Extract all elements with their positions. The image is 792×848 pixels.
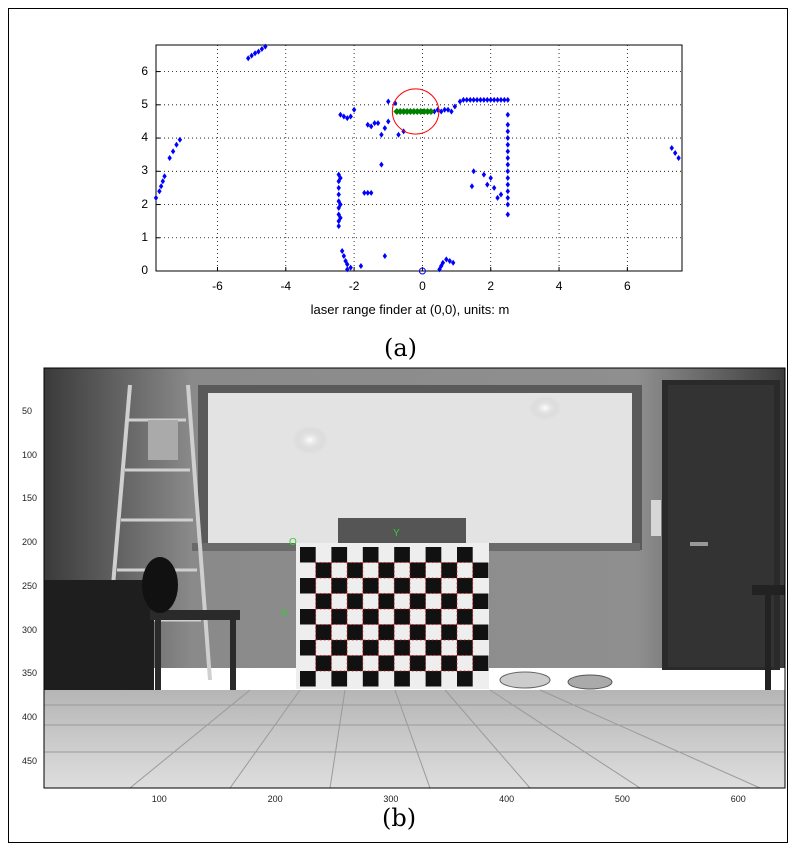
checker-square xyxy=(363,671,379,687)
checker-square xyxy=(441,594,457,610)
checker-square xyxy=(363,640,379,656)
checker-square xyxy=(426,640,442,656)
checker-square xyxy=(410,563,426,579)
caption-b: (b) xyxy=(382,804,416,832)
checker-square xyxy=(473,563,489,579)
checker-square xyxy=(331,640,347,656)
origin-label: O xyxy=(289,537,297,548)
image-y-tick: 450 xyxy=(22,756,37,766)
checker-square xyxy=(331,609,347,625)
checker-square xyxy=(410,656,426,672)
checker-square xyxy=(441,563,457,579)
image-y-tick: 200 xyxy=(22,537,37,547)
image-y-tick: 400 xyxy=(22,712,37,722)
checker-square xyxy=(426,547,442,563)
y-axis-label: Y xyxy=(393,528,400,539)
checker-square xyxy=(410,594,426,610)
checker-square xyxy=(363,609,379,625)
checker-square xyxy=(316,625,332,641)
image-x-tick: 400 xyxy=(499,794,514,804)
image-y-tick: 100 xyxy=(22,450,37,460)
image-y-tick: 300 xyxy=(22,625,37,635)
checker-square xyxy=(441,625,457,641)
checker-square xyxy=(316,563,332,579)
checker-square xyxy=(379,625,395,641)
checker-square xyxy=(394,671,410,687)
checker-square xyxy=(457,671,473,687)
checker-square xyxy=(379,594,395,610)
checker-square xyxy=(426,578,442,594)
checker-square xyxy=(473,625,489,641)
checker-square xyxy=(347,594,363,610)
image-y-tick: 350 xyxy=(22,668,37,678)
checker-square xyxy=(379,563,395,579)
checker-square xyxy=(426,671,442,687)
image-y-tick: 150 xyxy=(22,493,37,503)
checker-square xyxy=(379,656,395,672)
checker-square xyxy=(410,625,426,641)
checker-square xyxy=(457,640,473,656)
checker-square xyxy=(363,547,379,563)
checker-square xyxy=(457,609,473,625)
image-y-tick: 50 xyxy=(22,406,32,416)
checker-square xyxy=(331,547,347,563)
checker-square xyxy=(473,656,489,672)
checker-square xyxy=(300,609,316,625)
checker-square xyxy=(441,656,457,672)
checker-square xyxy=(457,578,473,594)
image-x-tick: 200 xyxy=(268,794,283,804)
x-axis-label: X xyxy=(281,608,288,619)
checker-square xyxy=(426,609,442,625)
checker-square xyxy=(300,640,316,656)
checker-square xyxy=(394,609,410,625)
image-y-tick: 250 xyxy=(22,581,37,591)
checker-square xyxy=(394,640,410,656)
checker-square xyxy=(394,547,410,563)
checker-square xyxy=(331,578,347,594)
image-x-tick: 300 xyxy=(383,794,398,804)
checker-square xyxy=(457,547,473,563)
checker-square xyxy=(363,578,379,594)
checker-square xyxy=(300,671,316,687)
image-x-tick: 600 xyxy=(731,794,746,804)
image-x-tick: 100 xyxy=(152,794,167,804)
checker-square xyxy=(347,563,363,579)
checker-square xyxy=(300,547,316,563)
checker-square xyxy=(394,578,410,594)
checker-square xyxy=(347,625,363,641)
checker-square xyxy=(300,578,316,594)
checker-square xyxy=(347,656,363,672)
image-x-tick: 500 xyxy=(615,794,630,804)
checker-square xyxy=(331,671,347,687)
checker-square xyxy=(316,594,332,610)
checker-square xyxy=(473,594,489,610)
checker-square xyxy=(316,656,332,672)
